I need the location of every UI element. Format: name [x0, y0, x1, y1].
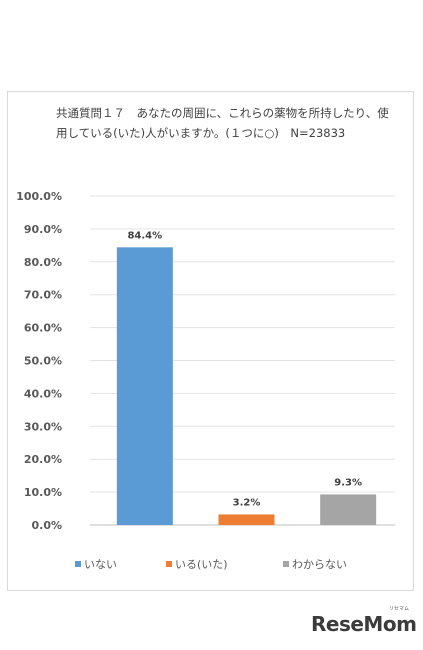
logo-text: ReseMom	[311, 612, 417, 636]
y-tick-label: 10.0%	[24, 486, 62, 499]
y-tick-label: 80.0%	[24, 256, 62, 269]
bar-2	[218, 514, 275, 525]
legend-label-1: いない	[84, 558, 117, 571]
y-tick-label: 50.0%	[24, 355, 62, 368]
legend-swatch-1	[75, 561, 81, 567]
data-label: 3.2%	[233, 497, 261, 508]
y-tick-label: 100.0%	[16, 190, 62, 203]
y-tick-label: 90.0%	[24, 223, 62, 236]
y-tick-label: 30.0%	[24, 420, 62, 433]
data-label: 84.4%	[127, 230, 162, 241]
resemom-logo: ReseMom リセマム	[311, 606, 417, 636]
bar-3	[320, 494, 377, 525]
legend-label-2: いる(いた)	[175, 558, 228, 571]
legend-swatch-3	[283, 561, 289, 567]
logo-ruby: リセマム	[389, 606, 410, 612]
y-tick-label: 20.0%	[24, 453, 62, 466]
legend-label-3: わからない	[292, 558, 347, 571]
legend-swatch-2	[166, 561, 172, 567]
y-tick-label: 60.0%	[24, 322, 62, 335]
chart-title: 共通質問１７ あなたの周囲に、これらの薬物を所持したり、使用している(いた)人が…	[56, 106, 389, 140]
y-tick-label: 70.0%	[24, 289, 62, 302]
data-label: 9.3%	[334, 477, 362, 488]
y-tick-label: 0.0%	[31, 519, 62, 532]
bar-1	[116, 247, 173, 525]
y-tick-label: 40.0%	[24, 387, 62, 400]
